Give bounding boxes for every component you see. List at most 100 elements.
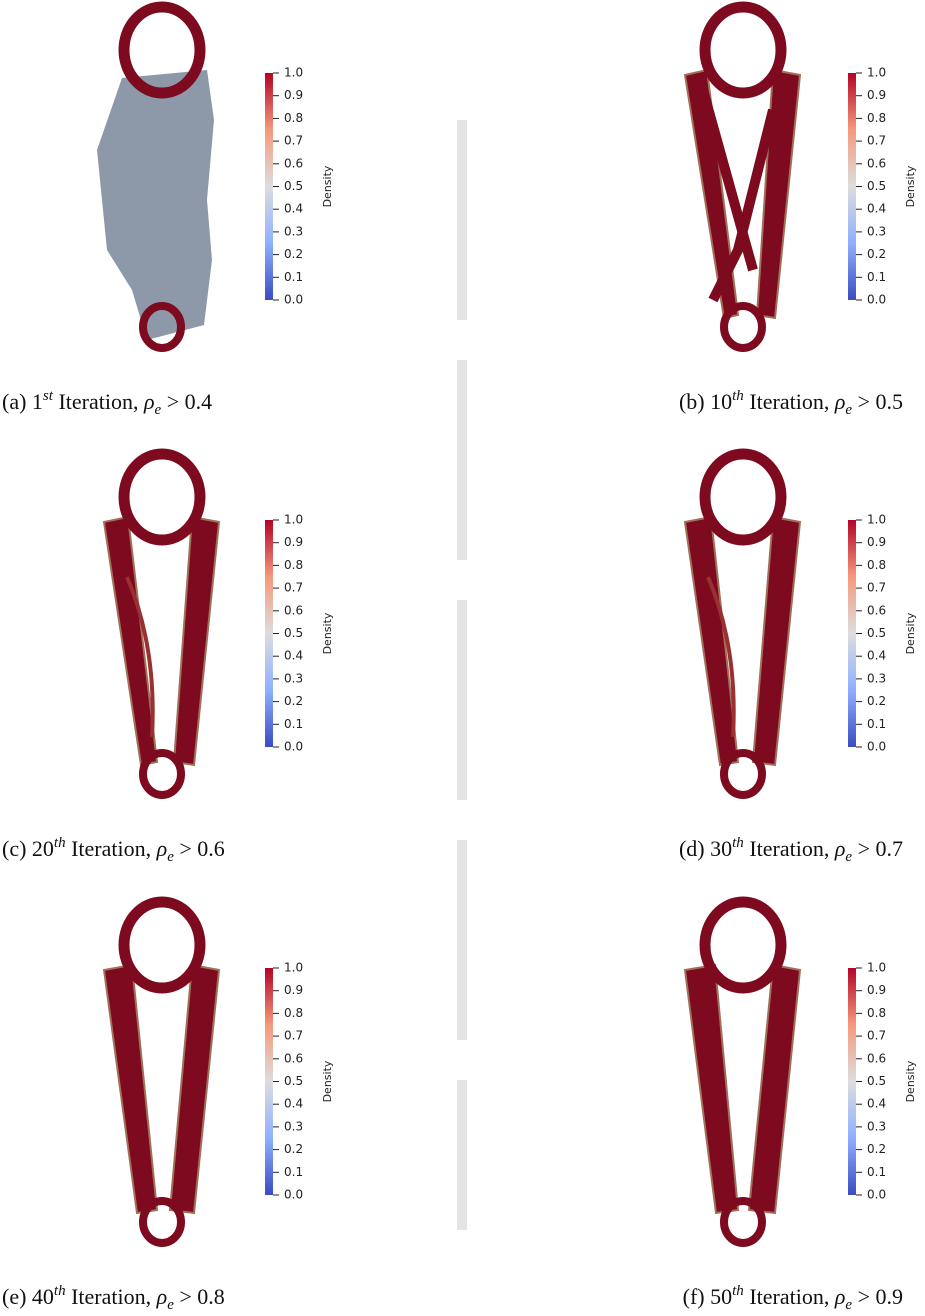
- caption-part: 10: [710, 389, 732, 414]
- panel: 1.00.90.80.70.60.50.40.30.20.10.0Density…: [2, 7, 334, 418]
- colorbar-tick-label: 0.3: [867, 671, 886, 685]
- colorbar-tick-label: 0.3: [284, 671, 303, 685]
- colorbar-tick-label: 0.5: [284, 626, 303, 640]
- colorbar-tick-label: 0.6: [284, 156, 303, 170]
- colorbar-tick-label: 0.6: [867, 156, 886, 170]
- colorbar-label: Density: [904, 1060, 917, 1102]
- caption-part: th: [54, 835, 66, 851]
- colorbar-tick-label: 0.4: [867, 649, 886, 663]
- colorbar-tick-label: 0.2: [867, 1142, 886, 1156]
- colorbar-label: Density: [904, 165, 917, 207]
- colorbar-tick-label: 0.0: [284, 1188, 303, 1202]
- top-ring: [705, 7, 781, 93]
- caption-part: >: [858, 836, 870, 861]
- design-domain: [97, 70, 214, 340]
- colorbar-tick-label: 0.2: [867, 247, 886, 261]
- caption-part: 40: [32, 1284, 54, 1309]
- bottom-ring: [724, 1201, 762, 1243]
- colorbar-tick-label: 0.4: [284, 202, 303, 216]
- colorbar-tick-label: 0.1: [867, 717, 886, 731]
- caption-part: >: [179, 836, 191, 861]
- colorbar-tick-label: 0.8: [284, 111, 303, 125]
- caption-part: ρ: [156, 1284, 168, 1309]
- colorbar-tick-label: 0.1: [284, 1165, 303, 1179]
- colorbar: [848, 520, 856, 747]
- caption-part: ρ: [834, 836, 846, 861]
- colorbar-tick-label: 0.4: [284, 649, 303, 663]
- caption-part: Iteration,: [71, 836, 151, 861]
- panel: 1.00.90.80.70.60.50.40.30.20.10.0Density…: [2, 454, 334, 865]
- caption-part: (e): [2, 1284, 26, 1309]
- colorbar-tick-label: 0.3: [284, 224, 303, 238]
- colorbar-tick-label: 0.0: [284, 293, 303, 307]
- caption-part: (d): [679, 836, 705, 861]
- caption-part: 30: [710, 836, 732, 861]
- colorbar-tick-label: 0.8: [867, 111, 886, 125]
- colorbar-label: Density: [321, 1060, 334, 1102]
- caption-part: ρ: [834, 389, 846, 414]
- colorbar-tick-label: 0.4: [867, 202, 886, 216]
- colorbar-tick-label: 1.0: [867, 66, 886, 80]
- colorbar-label: Density: [321, 165, 334, 207]
- caption: (e) 40th Iteration, ρe > 0.8: [2, 1283, 225, 1313]
- top-ring: [124, 454, 200, 540]
- colorbar-tick-label: 0.5: [867, 1074, 886, 1088]
- caption-part: 0.9: [876, 1284, 904, 1309]
- colorbar: [265, 968, 273, 1195]
- colorbar-tick-label: 0.1: [284, 717, 303, 731]
- colorbar-tick-label: 0.7: [867, 134, 886, 148]
- caption-part: Iteration,: [71, 1284, 151, 1309]
- colorbar-tick-label: 0.3: [284, 1119, 303, 1133]
- colorbar-tick-label: 0.8: [284, 558, 303, 572]
- colorbar-tick-label: 0.5: [867, 626, 886, 640]
- colorbar-tick-label: 0.3: [867, 224, 886, 238]
- caption-part: 0.5: [876, 389, 904, 414]
- caption-part: 0.8: [197, 1284, 225, 1309]
- caption-part: 1: [32, 389, 43, 414]
- bottom-ring: [143, 753, 181, 795]
- left-strut: [685, 517, 738, 765]
- colorbar-tick-label: 0.1: [867, 1165, 886, 1179]
- caption-part: (f): [683, 1284, 705, 1309]
- colorbar-tick-label: 0.9: [867, 983, 886, 997]
- caption-part: Iteration,: [749, 836, 829, 861]
- caption-part: ρ: [834, 1284, 846, 1309]
- colorbar-tick-label: 0.0: [867, 293, 886, 307]
- colorbar-tick-label: 0.6: [867, 1051, 886, 1065]
- colorbar-tick-label: 0.1: [284, 270, 303, 284]
- panel: 1.00.90.80.70.60.50.40.30.20.10.0Density…: [683, 902, 917, 1313]
- colorbar-tick-label: 0.2: [284, 247, 303, 261]
- colorbar-label: Density: [321, 612, 334, 654]
- colorbar-tick-label: 0.9: [867, 535, 886, 549]
- caption-part: th: [732, 1283, 744, 1299]
- caption-part: th: [54, 1283, 66, 1299]
- colorbar-tick-label: 0.3: [867, 1119, 886, 1133]
- right-strut: [174, 517, 219, 765]
- caption-part: (b): [679, 389, 705, 414]
- caption-part: Iteration,: [749, 1284, 829, 1309]
- caption-part: (a): [2, 389, 26, 414]
- colorbar: [848, 73, 856, 300]
- colorbar-tick-label: 0.6: [284, 1051, 303, 1065]
- colorbar-tick-label: 0.5: [284, 1074, 303, 1088]
- colorbar-tick-label: 1.0: [284, 961, 303, 975]
- caption-part: 0.6: [197, 836, 225, 861]
- colorbar-tick-label: 0.2: [284, 694, 303, 708]
- colorbar-tick-label: 0.8: [284, 1006, 303, 1020]
- colorbar-tick-label: 0.0: [867, 740, 886, 754]
- caption: (f) 50th Iteration, ρe > 0.9: [683, 1283, 903, 1313]
- caption: (c) 20th Iteration, ρe > 0.6: [2, 835, 225, 865]
- colorbar-tick-label: 0.6: [867, 603, 886, 617]
- colorbar-tick-label: 0.9: [284, 88, 303, 102]
- colorbar: [848, 968, 856, 1195]
- top-ring: [705, 454, 781, 540]
- panel: 1.00.90.80.70.60.50.40.30.20.10.0Density…: [2, 902, 334, 1313]
- colorbar-tick-label: 0.6: [284, 603, 303, 617]
- panel: 1.00.90.80.70.60.50.40.30.20.10.0Density…: [679, 7, 917, 418]
- caption: (b) 10th Iteration, ρe > 0.5: [679, 388, 903, 418]
- colorbar-tick-label: 0.5: [867, 179, 886, 193]
- caption-part: ρ: [156, 836, 168, 861]
- colorbar-tick-label: 1.0: [284, 513, 303, 527]
- colorbar-tick-label: 0.8: [867, 1006, 886, 1020]
- top-ring: [705, 902, 781, 988]
